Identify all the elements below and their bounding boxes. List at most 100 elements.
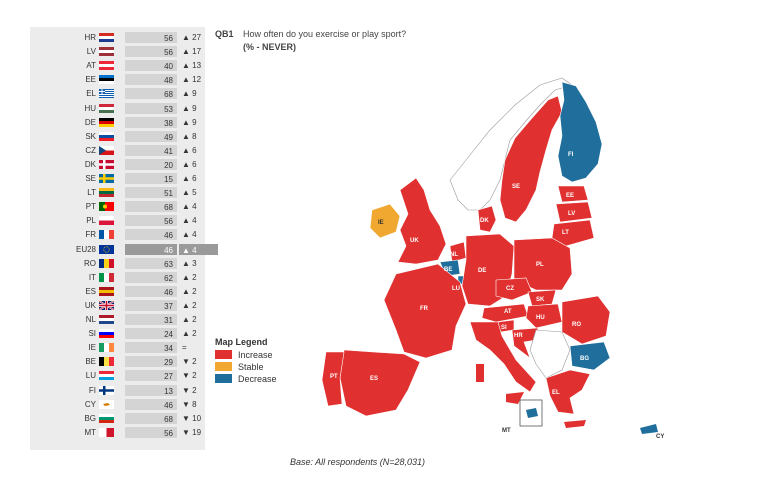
map-label-fr: FR [420, 306, 429, 312]
map-label-hu: HU [536, 315, 545, 321]
map-label-be: BE [444, 267, 452, 273]
value-cell: 13 [125, 384, 177, 396]
flag-icon [99, 272, 114, 282]
country-code: PL [86, 216, 96, 226]
value-cell: 56 [125, 32, 177, 43]
map-region-el-crete [564, 420, 586, 428]
table-row: FR 46 ▲ 4 [30, 228, 205, 241]
flag-icon [99, 202, 114, 212]
change-cell: ▲ 8 [182, 131, 197, 141]
value-cell: 56 [125, 426, 177, 438]
table-row: IE 34 = [30, 341, 205, 354]
change-cell: = [182, 343, 187, 353]
value-cell: 62 [125, 271, 177, 283]
table-row: EU28 46 ▲ 4 [30, 243, 218, 256]
country-code: BG [84, 413, 96, 423]
map-label-de: DE [478, 268, 486, 274]
value-cell: 68 [125, 412, 177, 424]
country-code: UK [84, 300, 96, 310]
flag-icon [99, 47, 114, 57]
table-row: BG 68 ▼ 10 [30, 412, 205, 425]
value-cell: 15 [125, 173, 177, 184]
question-subtitle: (% - NEVER) [243, 42, 297, 52]
table-row: UK 37 ▲ 2 [30, 299, 205, 312]
table-row: LT 51 ▲ 5 [30, 186, 205, 199]
change-cell: ▲ 4 [182, 230, 197, 240]
flag-icon [99, 117, 114, 127]
country-code: EL [86, 89, 96, 99]
country-code: ES [85, 286, 96, 296]
country-code: DE [84, 117, 96, 127]
legend-swatch-stable [215, 362, 232, 371]
legend-title: Map Legend [215, 337, 268, 347]
map-label-lu: LU [452, 286, 460, 292]
flag-icon [99, 188, 114, 198]
value-cell: 20 [125, 158, 177, 170]
map-region-hr [511, 327, 539, 359]
change-cell: ▲ 17 [182, 47, 202, 57]
flag-icon [99, 244, 114, 254]
map-region-es [339, 349, 421, 417]
value-cell: 46 [125, 285, 177, 297]
value-cell: 41 [125, 144, 177, 156]
flag-icon [99, 357, 114, 367]
change-cell: ▲ 6 [182, 174, 197, 183]
map-region-ro [561, 295, 611, 345]
value-cell: 46 [125, 229, 177, 241]
change-cell: ▲ 4 [182, 202, 197, 212]
map-region-cy [640, 424, 658, 434]
table-row: RO 63 ▲ 3 [30, 257, 205, 270]
flag-icon [99, 61, 114, 71]
base-note: Base: All respondents (N=28,031) [290, 457, 425, 467]
flag-icon [99, 258, 114, 268]
change-cell: ▼ 2 [182, 357, 197, 367]
map-region-it [469, 321, 537, 393]
map-region-it-sardinia [476, 364, 484, 382]
map-region-balkans-non-eu [529, 329, 571, 379]
legend-swatch-decrease [215, 374, 232, 383]
value-cell: 49 [125, 130, 177, 142]
map-region-lv [555, 201, 593, 223]
value-cell: 24 [125, 328, 177, 340]
table-row: SK 49 ▲ 8 [30, 130, 205, 143]
map-region-fr [383, 263, 467, 359]
table-row: MT 56 ▼ 19 [30, 426, 205, 439]
map-region-hu [525, 303, 563, 329]
table-row: CY 46 ▼ 8 [30, 398, 205, 411]
flag-icon [99, 75, 114, 85]
change-cell: ▲ 13 [182, 61, 202, 71]
value-cell: 27 [125, 370, 177, 382]
map-region-ee [557, 185, 589, 203]
flag-icon [99, 159, 114, 169]
value-cell: 56 [125, 215, 177, 227]
flag-icon [99, 145, 114, 155]
map-label-pt: PT [330, 374, 338, 380]
flag-icon [99, 33, 114, 42]
change-cell: ▼ 2 [182, 385, 197, 395]
change-cell: ▲ 2 [182, 300, 197, 310]
legend-label-stable: Stable [238, 362, 264, 372]
table-row: CZ 41 ▲ 6 [30, 144, 205, 157]
country-code: CY [84, 399, 96, 409]
flag-icon [99, 286, 114, 296]
change-cell: ▲ 4 [179, 243, 218, 255]
country-code: CZ [85, 145, 96, 155]
country-code: HR [84, 33, 96, 42]
change-cell: ▲ 12 [182, 75, 202, 85]
map-label-ro: RO [572, 322, 581, 328]
change-cell: ▲ 27 [182, 33, 202, 42]
country-code: SK [85, 131, 96, 141]
value-cell: 38 [125, 116, 177, 128]
table-row: IT 62 ▲ 2 [30, 271, 205, 284]
question-id: QB1 [215, 29, 234, 39]
table-row: DE 38 ▲ 9 [30, 116, 205, 129]
map-region-uk [397, 177, 447, 265]
flag-icon [99, 174, 114, 183]
flag-icon [99, 343, 114, 353]
map-label-lv: LV [568, 211, 575, 217]
country-code: FI [88, 385, 96, 395]
map-label-nl: NL [450, 252, 458, 258]
country-code: EE [85, 75, 96, 85]
flag-icon [99, 413, 114, 423]
map-region-fi [557, 81, 603, 183]
